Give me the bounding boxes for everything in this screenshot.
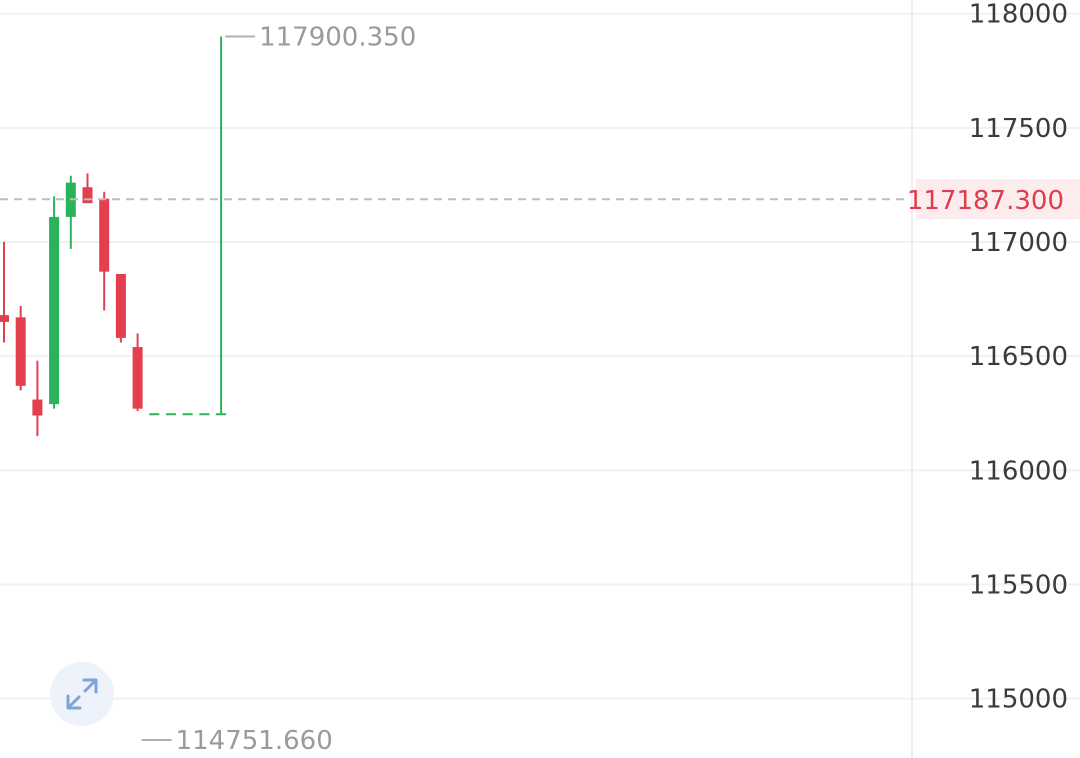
candle	[149, 413, 160, 416]
y-tick-label: 115500	[969, 570, 1068, 600]
candle-body	[82, 187, 93, 204]
candle	[199, 413, 210, 416]
expand-button[interactable]	[50, 662, 114, 726]
y-tick-label: 116000	[969, 456, 1068, 486]
candle	[65, 175, 76, 249]
candle	[182, 413, 193, 416]
candle-body	[149, 413, 160, 416]
candle-body	[132, 347, 143, 409]
grid-lines	[0, 12, 1080, 700]
candle	[15, 305, 26, 391]
candle	[115, 273, 126, 343]
candle	[99, 191, 110, 311]
expand-icon	[66, 678, 98, 710]
candle-body	[0, 315, 9, 322]
candle-body	[99, 198, 110, 272]
y-tick-label: 117000	[969, 228, 1068, 258]
candle-body	[15, 317, 26, 386]
candle-body	[199, 413, 210, 416]
candle	[166, 413, 176, 416]
current-price-label-bg	[916, 179, 1080, 220]
current-price-label: 117187.300	[907, 186, 1064, 216]
y-tick-label: 117500	[969, 114, 1068, 144]
candle-body	[182, 413, 193, 416]
y-tick-label: 116500	[969, 342, 1068, 372]
candle	[32, 360, 43, 437]
candle	[49, 196, 60, 409]
candle	[0, 242, 9, 343]
candle	[216, 36, 227, 416]
candle-body	[32, 399, 43, 416]
candle-body	[49, 216, 60, 405]
max-annotation-label: 117900.350	[259, 22, 416, 52]
candles	[0, 36, 227, 437]
y-tick-label: 118000	[969, 0, 1068, 30]
min-annotation-label: 114751.660	[176, 726, 333, 756]
y-tick-label: 115000	[969, 685, 1068, 715]
candle-body	[166, 413, 176, 416]
candle	[132, 333, 143, 411]
y-axis-ticks: 118000 117500 117000 116500 116000 115500 1150…	[969, 0, 1068, 715]
candle-body	[115, 273, 126, 338]
candle-body	[216, 413, 227, 416]
